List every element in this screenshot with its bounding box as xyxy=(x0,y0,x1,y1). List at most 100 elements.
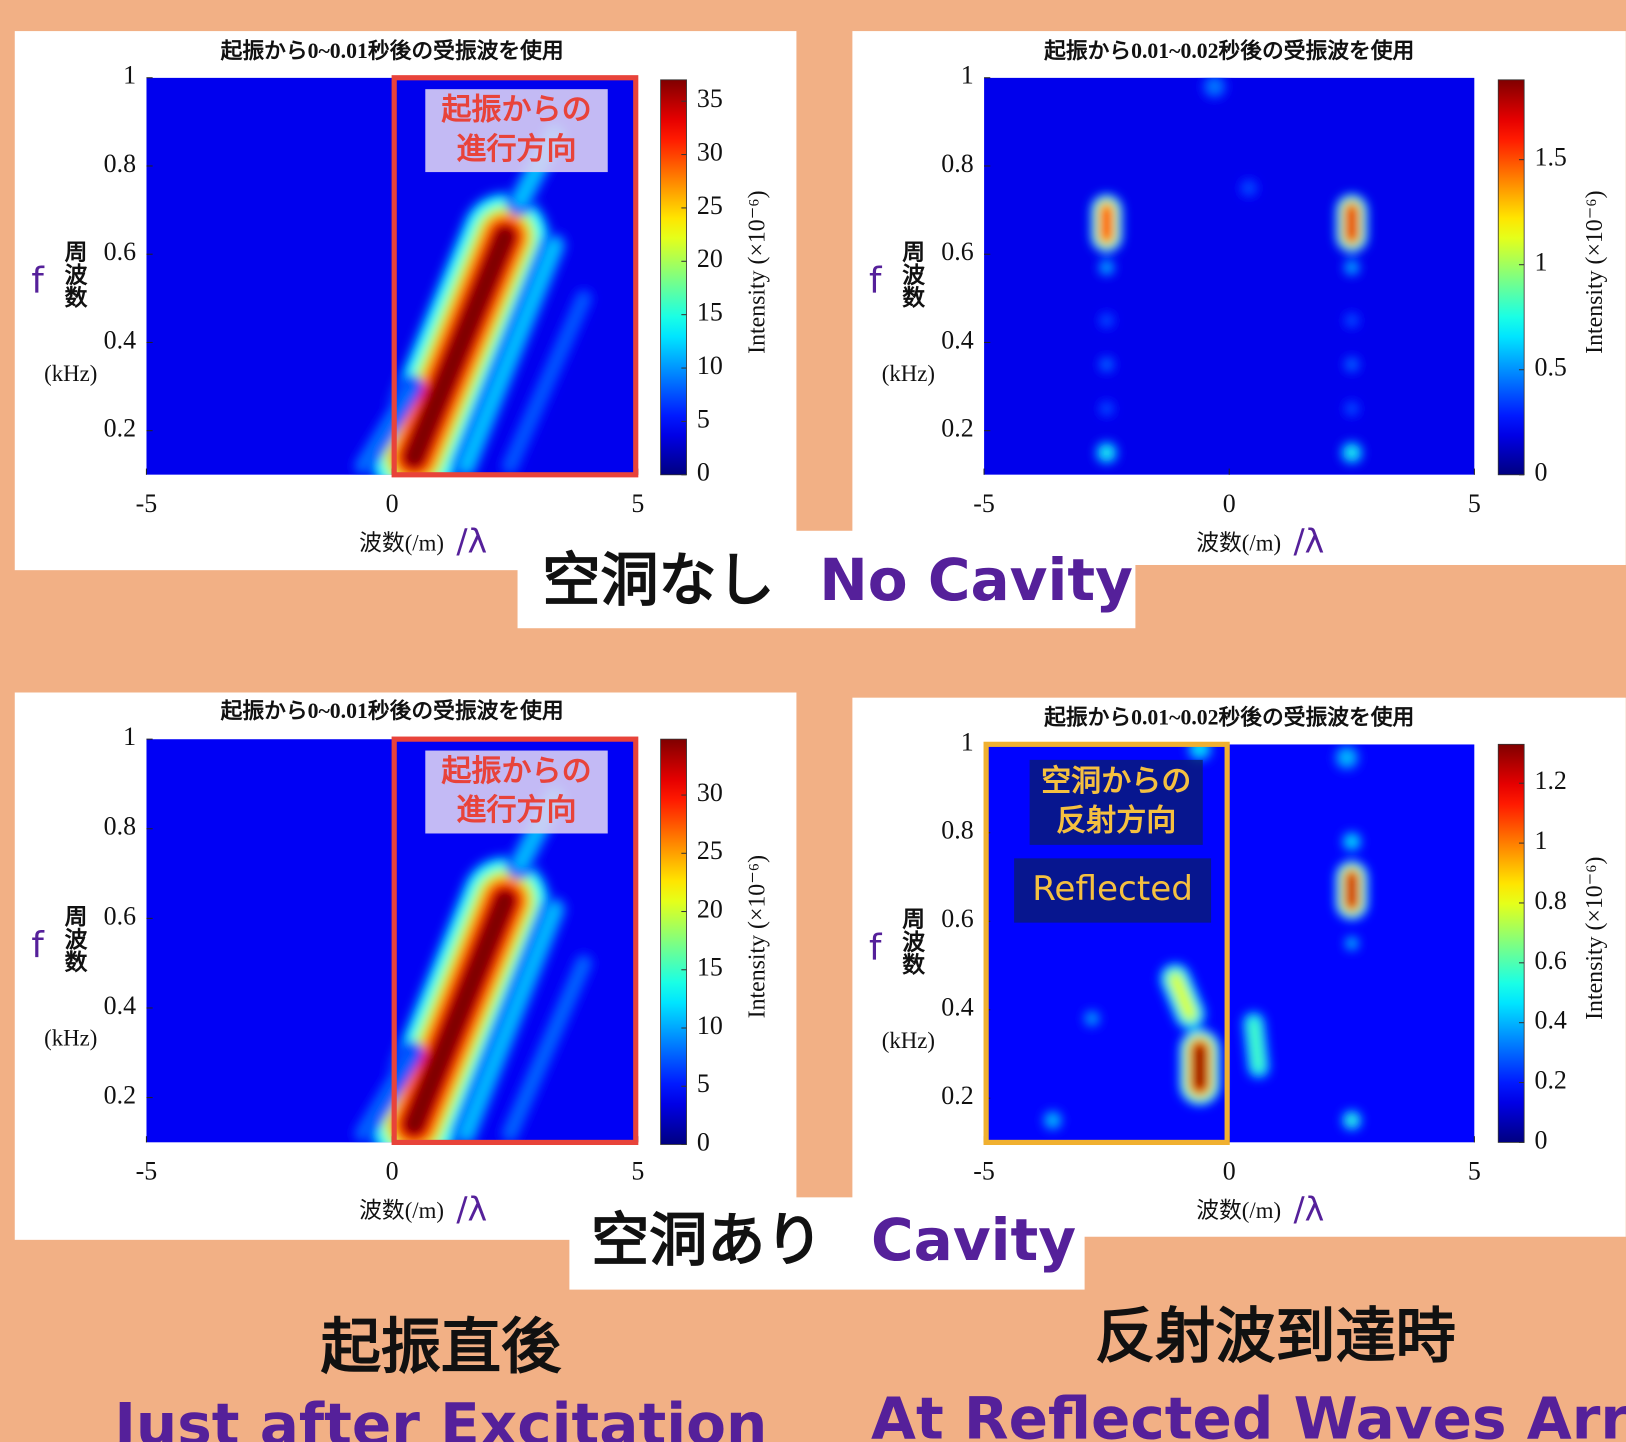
heatmap-field xyxy=(1041,744,1369,1132)
colorbar-tick-label: 0.2 xyxy=(1535,1065,1567,1094)
colorbar-tick-label: 15 xyxy=(697,953,723,982)
heatmap-chart: 起振から0.01~0.02秒後の受振波を使用 -5 0 5 0.2 0.4 0.6 0.8 1 f… xyxy=(852,697,1626,1237)
colorbar xyxy=(1497,743,1525,1143)
caption: 反射波到達時 xyxy=(1095,1302,1456,1372)
colorbar-tick-label: 30 xyxy=(697,778,723,807)
colorbar-label: Intensity (×10⁻⁶) xyxy=(745,855,771,1018)
colorbar-tick-label: 0 xyxy=(697,1127,710,1156)
colorbar-tick-label: 15 xyxy=(697,298,723,327)
annotation-text: 進行方向 xyxy=(456,793,576,828)
intensity-blob xyxy=(351,375,424,475)
caption: Cavity xyxy=(871,1206,1076,1274)
y-axis-label: 周波数 xyxy=(62,904,87,974)
colorbar-tick-label: 1.5 xyxy=(1535,143,1567,172)
caption: No Cavity xyxy=(819,546,1133,614)
colorbar-tick-label: 0.8 xyxy=(1535,886,1567,915)
intensity-blob xyxy=(369,855,551,1143)
colorbar-tick-label: 0 xyxy=(1535,458,1548,487)
caption-box xyxy=(569,1197,1085,1290)
x-tick-label: -5 xyxy=(136,489,158,518)
y-axis-label: 周波数 xyxy=(899,907,924,977)
y-tick-label: 0.2 xyxy=(104,1081,136,1110)
caption-box xyxy=(517,530,1136,629)
colorbar-tick-label: 25 xyxy=(697,191,723,220)
intensity-blob xyxy=(451,231,569,475)
heatmap-field xyxy=(1089,77,1369,466)
x-tick-label: -5 xyxy=(136,1156,158,1185)
colorbar-tick-label: 20 xyxy=(697,894,723,923)
y-axis-unit: (kHz) xyxy=(882,1028,935,1053)
colorbar xyxy=(1497,79,1525,476)
x-axis-symbol: /λ xyxy=(456,1189,487,1228)
colorbar-tick-label: 30 xyxy=(697,138,723,167)
annotation-text: 進行方向 xyxy=(456,132,576,167)
intensity-blob xyxy=(1241,1010,1272,1080)
annotation-text: 起振からの xyxy=(441,754,591,789)
y-tick-label: 0.8 xyxy=(941,149,973,178)
colorbar-tick-label: 5 xyxy=(697,404,710,433)
caption: At Reflected Waves Arriv xyxy=(871,1384,1626,1442)
y-tick-label: 1 xyxy=(123,722,136,751)
intensity-blob xyxy=(498,951,596,1143)
plot-area xyxy=(984,77,1475,475)
highlight-box xyxy=(983,741,1230,1145)
y-tick-label: 0.2 xyxy=(941,1081,973,1110)
annotation-text: 起振からの xyxy=(441,92,591,127)
y-tick-label: 0.6 xyxy=(104,901,136,930)
x-axis-label: 波数(/m) xyxy=(359,1198,444,1223)
y-axis-label: 周波数 xyxy=(62,240,87,310)
intensity-blob xyxy=(451,895,569,1143)
colorbar-tick-label: 20 xyxy=(697,244,723,273)
colorbar-tick-label: 10 xyxy=(697,1011,723,1040)
y-tick-label: 0.8 xyxy=(104,812,136,841)
intensity-blob xyxy=(498,287,596,475)
colorbar-tick-label: 0 xyxy=(1535,1125,1548,1154)
y-tick-label: 0.4 xyxy=(104,991,136,1020)
y-tick-label: 0.2 xyxy=(104,414,136,443)
colorbar-tick-label: 35 xyxy=(697,84,723,113)
y-axis-label: 周波数 xyxy=(899,240,924,310)
intensity-blob xyxy=(351,1041,424,1143)
annotation-text: Reflected xyxy=(1032,869,1193,909)
colorbar-tick-label: 5 xyxy=(697,1069,710,1098)
y-axis-symbol: f xyxy=(869,260,883,301)
annotation-text: 反射方向 xyxy=(1056,804,1176,839)
colorbar-label: Intensity (×10⁻⁶) xyxy=(1582,856,1608,1019)
colorbar xyxy=(660,79,687,476)
y-tick-label: 1 xyxy=(961,61,974,90)
colorbar-tick-label: 0.5 xyxy=(1535,353,1567,382)
y-tick-label: 1 xyxy=(123,61,136,90)
x-axis-label: 波数(/m) xyxy=(1196,1198,1281,1223)
colorbar-label: Intensity (×10⁻⁶) xyxy=(745,190,771,353)
colorbar-tick-label: 0.6 xyxy=(1535,946,1567,975)
y-tick-label: 0.6 xyxy=(104,237,136,266)
y-tick-label: 0.8 xyxy=(941,816,973,845)
chart-title: 起振から0~0.01秒後の受振波を使用 xyxy=(221,38,564,63)
annotation-box xyxy=(1014,858,1212,923)
x-axis-symbol: /λ xyxy=(1293,522,1324,561)
plot-area xyxy=(146,77,638,475)
colorbar-tick-label: 1.2 xyxy=(1535,766,1567,795)
annotation-box xyxy=(1029,759,1203,845)
x-tick-label: 5 xyxy=(1468,489,1481,518)
y-tick-label: 0.4 xyxy=(104,325,136,354)
x-tick-label: 0 xyxy=(386,1156,399,1185)
heatmap-field xyxy=(351,120,596,475)
heatmap-chart: 起振から0~0.01秒後の受振波を使用 -5 0 5 0.2 0.4 0.6 0.8 1 f 周波数… xyxy=(14,31,797,571)
y-tick-label: 0.4 xyxy=(941,325,973,354)
x-axis-symbol: /λ xyxy=(1293,1189,1324,1228)
x-axis-symbol: /λ xyxy=(456,522,487,561)
chart-title: 起振から0.01~0.02秒後の受振波を使用 xyxy=(1044,38,1414,63)
intensity-blob xyxy=(1158,961,1207,1032)
colorbar-tick-label: 1 xyxy=(1535,826,1548,855)
x-tick-label: 5 xyxy=(1468,1156,1481,1185)
x-tick-label: -5 xyxy=(973,489,995,518)
caption: 起振直後 xyxy=(321,1312,562,1382)
y-axis-symbol: f xyxy=(31,925,45,966)
annotation-text: 空洞からの xyxy=(1041,764,1191,799)
y-tick-label: 1 xyxy=(961,727,974,756)
x-tick-label: 0 xyxy=(1223,489,1236,518)
heatmap-background xyxy=(984,77,1475,475)
heatmap-chart: 起振から0.01~0.02秒後の受振波を使用 -5 0 5 0.2 0.4 0.6 0.8 1 f… xyxy=(852,31,1626,565)
